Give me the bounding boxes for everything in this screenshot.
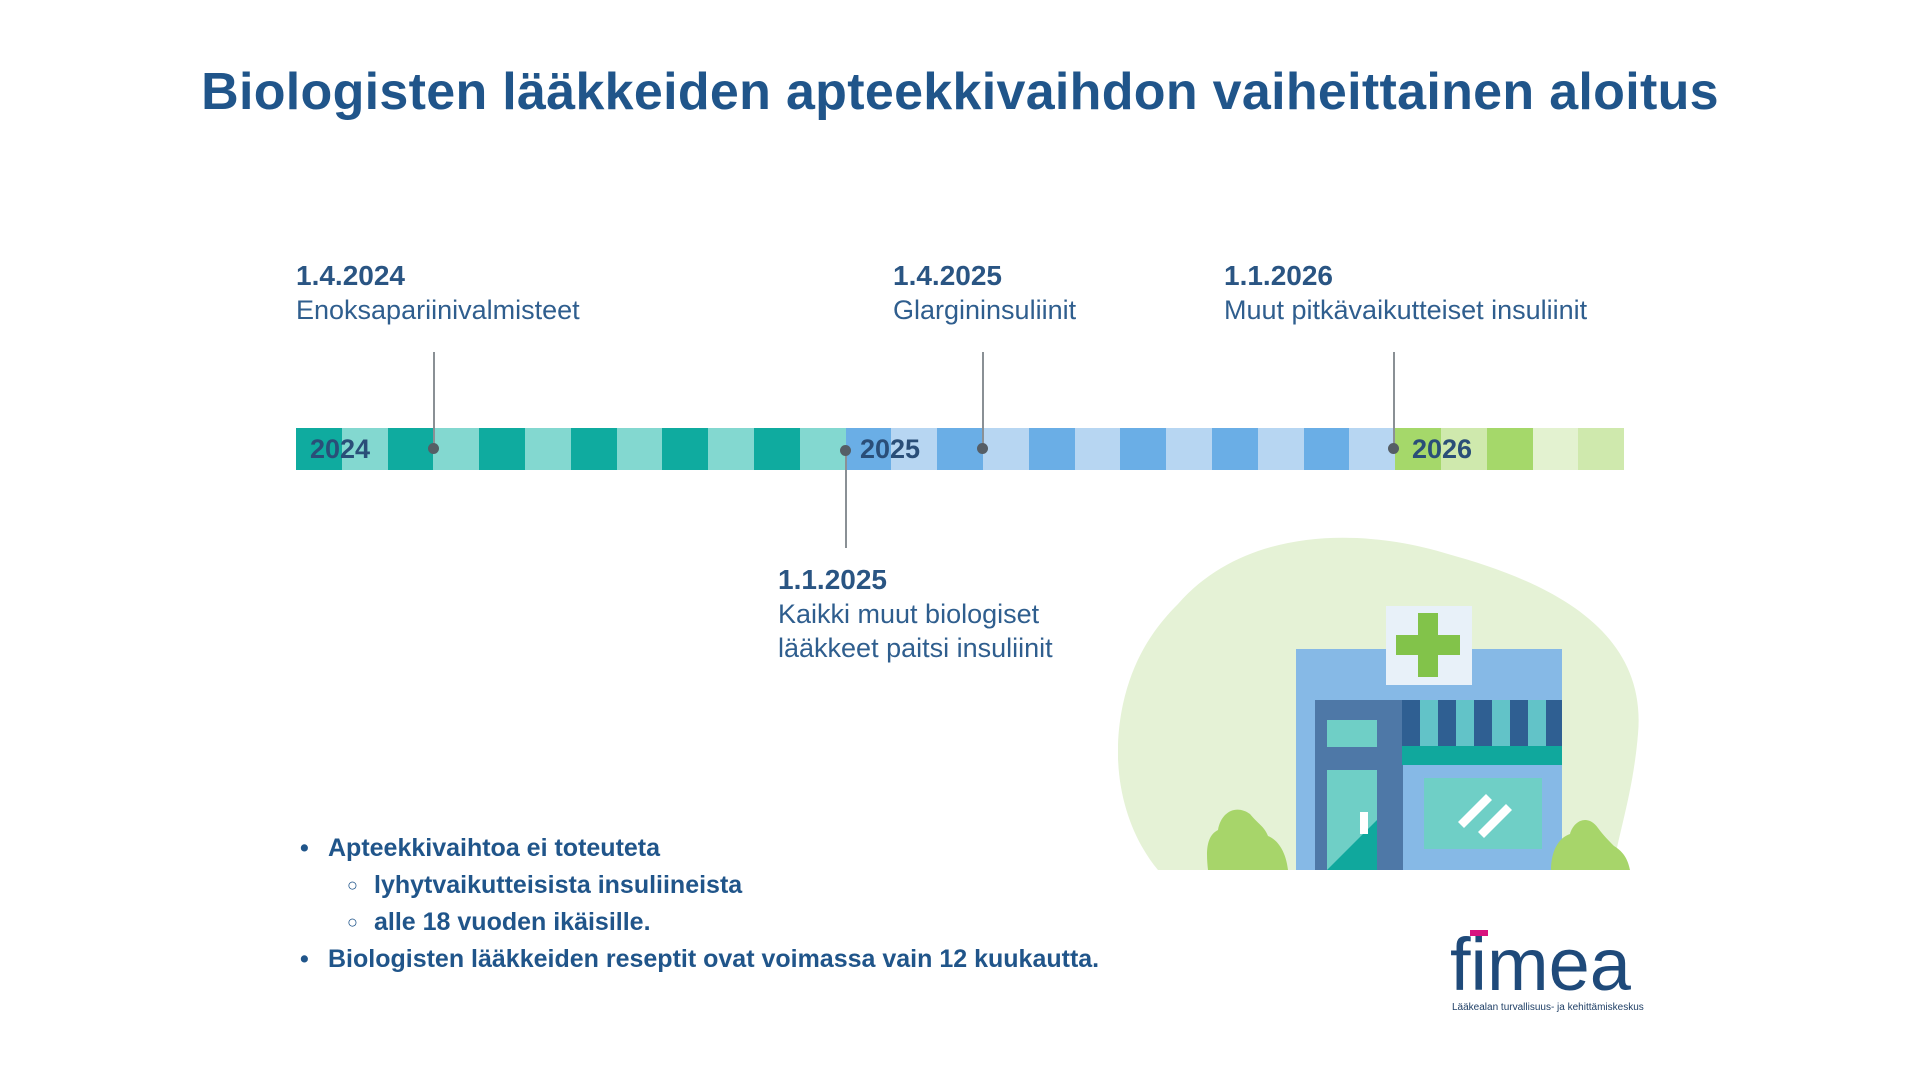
timeline-segment	[937, 428, 983, 470]
timeline-segment	[1486, 428, 1533, 470]
timeline-segment	[753, 428, 800, 470]
timeline-segment	[387, 428, 434, 470]
timeline-marker-2025-01	[840, 445, 851, 456]
timeline-segment	[845, 428, 892, 470]
list-item: ○ lyhytvaikutteisista insuliineista	[347, 871, 743, 899]
year-label-2025: 2025	[860, 434, 921, 464]
connector-line-2024-04	[433, 352, 435, 448]
timeline-segment	[891, 428, 938, 470]
fimea-logo: fimea	[1450, 923, 1632, 1006]
timeline-marker-2025-04	[977, 443, 988, 454]
event-description: lääkkeet paitsi insuliinit	[778, 633, 1053, 663]
timeline-segment	[982, 428, 1029, 470]
timeline-segment	[1028, 428, 1075, 470]
logo-tagline: Lääkealan turvallisuus- ja kehittämiskes…	[1452, 1002, 1644, 1013]
timeline-segment	[1303, 428, 1350, 470]
pharmacy-building-icon	[1118, 537, 1639, 870]
notes-list: • Apteekkivaihtoa ei toteuteta ○ lyhytvaik…	[300, 830, 1099, 978]
timeline-segment	[341, 428, 388, 470]
timeline-marker-2026-01	[1388, 443, 1399, 454]
event-description: Enoksapariinivalmisteet	[296, 295, 580, 325]
event-date: 1.1.2025	[778, 564, 887, 595]
event-2025-01: 1.1.2025 Kaikki muut biologiset lääkkeet…	[778, 563, 1053, 665]
timeline-segment	[708, 428, 754, 470]
timeline-segment	[799, 428, 846, 470]
timeline-segment	[662, 428, 709, 470]
connector-line-2026-01	[1393, 352, 1395, 448]
event-date: 1.1.2026	[1224, 260, 1333, 291]
timeline-segment	[296, 428, 342, 470]
list-item: • Apteekkivaihtoa ei toteuteta	[300, 834, 661, 862]
timeline-segment	[1395, 428, 1441, 470]
timeline-segment	[1349, 428, 1396, 470]
timeline-segment	[616, 428, 663, 470]
event-2024-04: 1.4.2024 Enoksapariinivalmisteet	[296, 259, 580, 327]
event-description: Glargininsuliinit	[893, 295, 1077, 325]
timeline-segment	[570, 428, 617, 470]
event-date: 1.4.2025	[893, 260, 1002, 291]
event-2025-04: 1.4.2025 Glargininsuliinit	[893, 259, 1076, 327]
timeline-segment	[1166, 428, 1212, 470]
list-item: ○ alle 18 vuoden ikäisille.	[347, 908, 651, 936]
page-title: Biologisten lääkkeiden apteekkivaihdon v…	[201, 63, 1719, 121]
timeline-marker-2024-04	[428, 443, 439, 454]
connector-line-2025-01	[845, 450, 847, 548]
year-label-2024: 2024	[310, 434, 371, 464]
timeline-segment	[1074, 428, 1121, 470]
timeline-segment	[1532, 428, 1579, 470]
timeline-bar	[296, 428, 1625, 470]
timeline-segment	[1120, 428, 1167, 470]
event-description: Kaikki muut biologiset	[778, 599, 1040, 629]
timeline-segment	[1257, 428, 1304, 470]
timeline-segment	[1440, 428, 1487, 470]
list-item: • Biologisten lääkkeiden reseptit ovat vo…	[300, 945, 1100, 973]
year-label-2026: 2026	[1412, 434, 1473, 464]
timeline-segment	[1578, 428, 1625, 470]
event-description: Muut pitkävaikutteiset insuliinit	[1224, 295, 1588, 325]
event-date: 1.4.2024	[296, 260, 405, 291]
timeline-segment	[524, 428, 571, 470]
timeline-segment	[433, 428, 480, 470]
svg-text:fimea: fimea	[1450, 923, 1632, 1006]
event-2026-01: 1.1.2026 Muut pitkävaikutteiset insuliin…	[1224, 259, 1587, 327]
connector-line-2025-04	[982, 352, 984, 448]
timeline-segment	[479, 428, 525, 470]
timeline-segment	[1211, 428, 1258, 470]
